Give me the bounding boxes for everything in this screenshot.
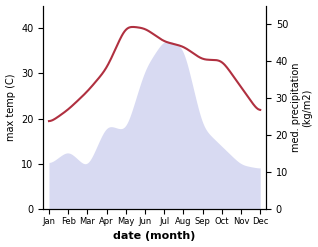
Y-axis label: max temp (C): max temp (C)	[5, 74, 16, 141]
Y-axis label: med. precipitation
(kg/m2): med. precipitation (kg/m2)	[291, 63, 313, 152]
X-axis label: date (month): date (month)	[114, 231, 196, 242]
